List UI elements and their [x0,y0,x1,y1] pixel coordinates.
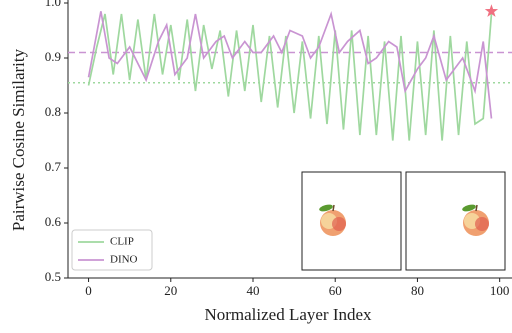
x-axis-label: Normalized Layer Index [204,305,372,324]
inset-frame [301,171,402,271]
x-tick-label: 0 [85,283,92,298]
y-tick-label: 0.8 [45,104,61,119]
apple-leaf [319,204,333,212]
inset-image [301,171,402,271]
y-axis-label: Pairwise Cosine Similarity [9,48,28,231]
y-tick-label: 0.5 [45,269,61,284]
apple-stem [475,204,478,212]
apple-leaf [462,204,476,212]
apple-red [475,217,489,231]
y-tick-label: 1.0 [45,0,61,9]
y-tick-label: 0.7 [45,159,62,174]
legend: CLIP DINO [71,229,153,271]
inset-frame [405,171,506,271]
star-marker [484,4,499,17]
apple-stem [332,204,335,212]
series-line [87,13,493,141]
x-tick-label: 80 [411,283,424,298]
x-tick-label: 60 [329,283,342,298]
x-tick-label: 40 [247,283,260,298]
inset-image [405,171,506,271]
y-tick-label: 0.6 [45,214,62,229]
legend-label: CLIP [110,236,134,248]
x-tick-label: 20 [164,283,177,298]
apple-red [332,217,346,231]
x-tick-label: 100 [490,283,510,298]
series-line [87,10,493,119]
legend-label: DINO [110,254,138,266]
y-tick-label: 0.9 [45,49,61,64]
